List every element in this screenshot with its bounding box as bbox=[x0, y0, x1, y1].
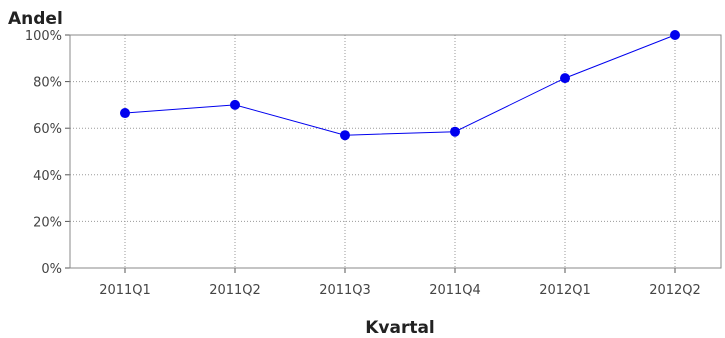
series-line bbox=[124, 34, 676, 136]
plot-frame bbox=[69, 34, 722, 269]
x-tick-label: 2011Q1 bbox=[99, 283, 151, 298]
data-point bbox=[670, 30, 680, 40]
x-tick-label: 2012Q2 bbox=[649, 283, 701, 298]
x-tick-label: 2012Q1 bbox=[539, 283, 591, 298]
data-point bbox=[120, 108, 130, 119]
y-tick-label: 100% bbox=[25, 29, 62, 44]
data-point bbox=[340, 130, 350, 141]
y-axis-title: Andel bbox=[8, 9, 63, 29]
y-tick-label: 40% bbox=[33, 169, 62, 184]
x-tick-label: 2011Q3 bbox=[319, 283, 371, 298]
data-points bbox=[120, 30, 680, 141]
data-point bbox=[560, 73, 570, 84]
x-tick-label: 2011Q4 bbox=[429, 283, 481, 298]
data-point bbox=[230, 99, 240, 110]
y-tick-label: 20% bbox=[33, 215, 62, 230]
y-tick-label: 60% bbox=[33, 122, 62, 137]
series-line-0 bbox=[124, 34, 676, 136]
axes: 0% 20% 40% 60% 80% 100% 2011Q1 2011Q2 2011Q3 2011… bbox=[25, 29, 722, 298]
x-tick-label: 2011Q2 bbox=[209, 283, 261, 298]
gridlines bbox=[70, 34, 721, 269]
y-tick-label: 0% bbox=[41, 262, 62, 277]
x-axis-title: Kvartal bbox=[365, 318, 435, 338]
data-point bbox=[450, 126, 460, 137]
y-tick-label: 80% bbox=[33, 76, 62, 91]
